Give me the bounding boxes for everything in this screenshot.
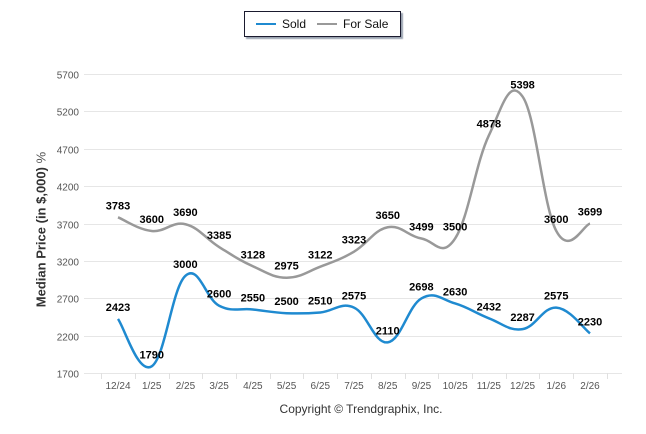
data-label-for-sale: 3699	[578, 207, 602, 219]
x-tick-label: 2/26	[580, 381, 600, 392]
legend-swatch-sold	[256, 23, 276, 25]
legend-swatch-for-sale	[317, 23, 338, 25]
x-tick-label: 12/24	[105, 381, 130, 392]
data-label-for-sale: 3650	[375, 210, 399, 222]
x-tick-label: 11/25	[477, 381, 502, 392]
x-tick-label: 3/25	[209, 381, 229, 392]
x-tick-label: 10/25	[443, 381, 468, 392]
data-label-sold: 2287	[510, 312, 534, 324]
data-label-sold: 2630	[443, 286, 467, 298]
data-labels: 3783 3600 3690 3385 3128 2975 3122 3323 3650 3499…	[106, 80, 602, 362]
x-tick-label: 2/25	[176, 381, 196, 392]
data-label-sold: 2423	[106, 302, 130, 314]
series-line-for-sale	[117, 89, 591, 279]
x-tick-label: 7/25	[344, 381, 364, 392]
x-tick-label: 5/25	[277, 381, 297, 392]
y-tick-label: 2700	[57, 295, 80, 306]
x-tick-label: 1/26	[547, 381, 567, 392]
copyright: Copyright © Trendgraphix, Inc.	[279, 402, 443, 416]
x-tick-label: 1/25	[142, 381, 162, 392]
legend-item-for-sale[interactable]: For Sale	[317, 17, 388, 31]
data-label-sold: 2575	[342, 291, 366, 303]
x-tick-label: 6/25	[311, 381, 331, 392]
y-axis-ticks: 1700 2200 2700 3200 3700 4200 4700 5200 5700	[57, 71, 80, 381]
x-axis-ticks: 12/24 1/25 2/25 3/25 4/25 5/25 6/25 7/25 8/25 9/2…	[101, 373, 608, 392]
data-label-for-sale: 3323	[342, 235, 366, 247]
y-axis-title-text: Median Price (in $,000)	[33, 167, 49, 308]
y-tick-label: 5200	[57, 108, 80, 119]
data-label-sold: 2575	[544, 291, 568, 303]
legend-item-sold[interactable]: Sold	[256, 17, 306, 31]
data-label-sold: 2550	[241, 292, 265, 304]
y-tick-label: 2200	[57, 333, 80, 344]
data-label-for-sale: 2975	[274, 261, 298, 273]
data-label-for-sale: 3783	[106, 200, 130, 212]
x-tick-label: 8/25	[378, 381, 398, 392]
y-tick-label: 5700	[57, 71, 80, 82]
data-label-sold: 2500	[274, 296, 298, 308]
data-label-for-sale: 5398	[510, 80, 534, 92]
legend-label-sold: Sold	[282, 17, 307, 31]
series-line-sold	[116, 272, 591, 369]
x-tick-label: 12/25	[510, 381, 535, 392]
data-label-for-sale: 3385	[207, 230, 231, 242]
data-label-for-sale: 3122	[308, 250, 332, 262]
data-label-sold: 2230	[578, 316, 602, 328]
data-label-sold: 3000	[173, 259, 197, 271]
data-label-sold: 2600	[207, 289, 231, 301]
data-label-sold: 1790	[139, 349, 163, 361]
x-tick-label: 9/25	[412, 381, 432, 392]
gridlines	[84, 74, 622, 374]
y-axis-title: Median Price (in $,000) %	[34, 135, 49, 325]
data-label-sold: 2432	[477, 301, 501, 313]
y-tick-label: 4700	[57, 146, 80, 157]
y-tick-label: 4200	[57, 183, 80, 194]
y-tick-label: 3700	[57, 221, 80, 232]
data-label-sold: 2698	[409, 281, 433, 293]
data-label-for-sale: 4878	[477, 118, 501, 130]
x-tick-label: 4/25	[243, 381, 263, 392]
y-axis-title-suffix: %	[33, 151, 49, 164]
y-tick-label: 1700	[57, 370, 80, 381]
legend-label-for-sale: For Sale	[343, 17, 389, 31]
data-label-sold: 2510	[308, 295, 332, 307]
data-label-for-sale: 3500	[443, 221, 467, 233]
data-label-for-sale: 3690	[173, 207, 197, 219]
data-label-for-sale: 3600	[139, 214, 163, 226]
y-tick-label: 3200	[57, 258, 80, 269]
legend: Sold For Sale	[244, 11, 401, 37]
series-lines	[116, 89, 591, 369]
data-label-for-sale: 3600	[544, 214, 568, 226]
data-label-for-sale: 3499	[409, 222, 433, 234]
data-label-sold: 2110	[376, 325, 400, 337]
data-label-for-sale: 3128	[241, 249, 265, 261]
